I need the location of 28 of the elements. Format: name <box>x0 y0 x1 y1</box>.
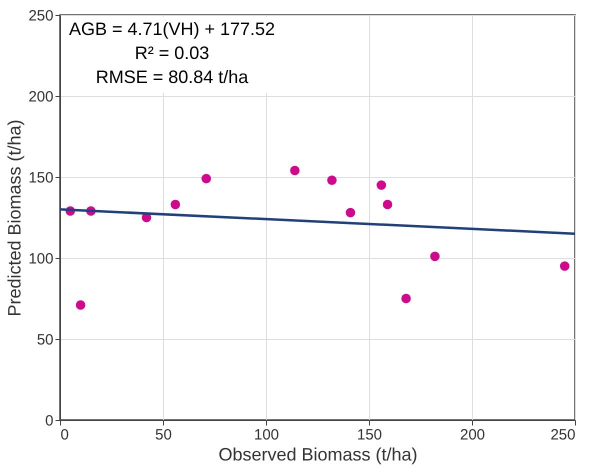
point <box>430 252 440 262</box>
x-tick-label: 250 <box>550 426 576 444</box>
annotation: RMSE = 80.84 t/ha <box>96 67 250 87</box>
y-axis-title: Predicted Biomass (t/ha) <box>4 119 24 317</box>
y-tick-label: 250 <box>28 8 54 24</box>
x-tick-label: 50 <box>155 426 172 444</box>
annotation: R² = 0.03 <box>134 43 210 63</box>
x-tick-label: 100 <box>254 426 280 444</box>
point <box>401 294 411 304</box>
x-tick-label: 200 <box>460 426 486 444</box>
x-axis-title: Observed Biomass (t/ha) <box>218 444 418 464</box>
y-tick-label: 0 <box>45 412 54 430</box>
y-tick-label: 150 <box>28 170 54 186</box>
point <box>376 180 386 190</box>
point <box>290 166 300 176</box>
point <box>382 200 392 210</box>
point <box>76 300 86 310</box>
point <box>170 200 180 210</box>
point <box>202 174 212 184</box>
y-tick-label: 50 <box>36 332 54 348</box>
point <box>346 208 356 218</box>
point <box>327 176 337 185</box>
y-tick-label: 100 <box>28 250 54 268</box>
y-tick-label: 200 <box>28 88 54 106</box>
point <box>560 261 570 271</box>
x-tick-label: 150 <box>356 426 382 444</box>
annotation: AGB = 4.71(VH) + 177.52 <box>68 19 276 39</box>
x-tick-label: 0 <box>60 426 69 444</box>
